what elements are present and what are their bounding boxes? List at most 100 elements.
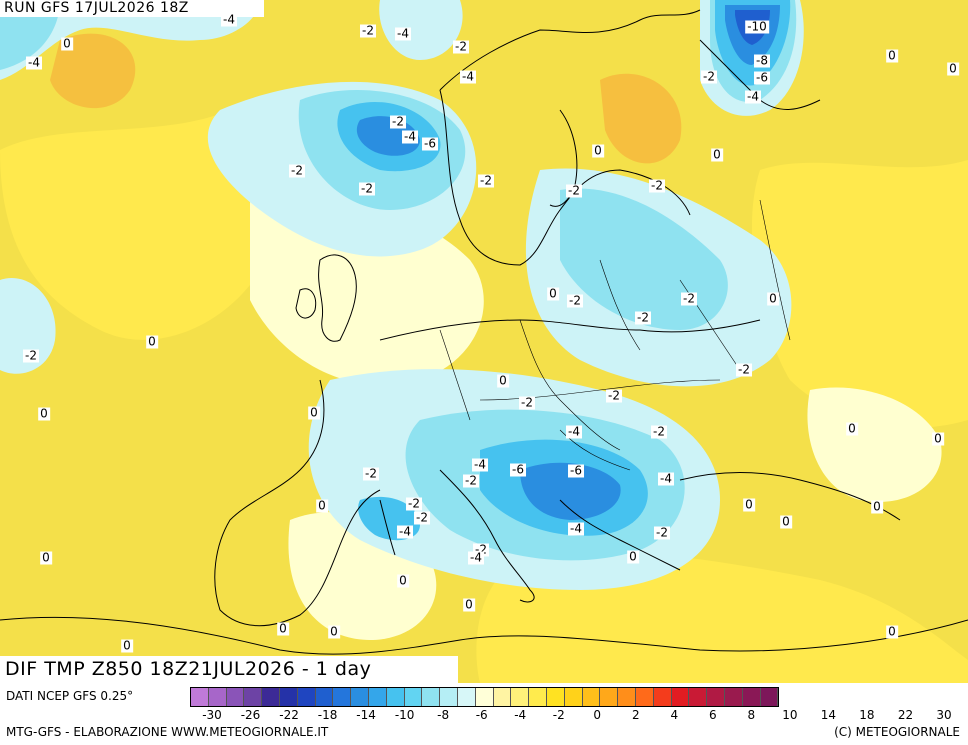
contour-label: -2 (414, 510, 430, 525)
border-1 (439, 329, 471, 421)
contour-label: -6 (568, 463, 584, 478)
contour-label: 0 (316, 498, 328, 513)
legend-swatch (191, 688, 209, 706)
coast-scandinavia-north (439, 9, 701, 91)
contour-label: -4 (745, 89, 761, 104)
legend-swatch (653, 688, 672, 706)
legend-swatch (742, 688, 761, 706)
credit-right: (C) METEOGIORNALE (834, 725, 960, 739)
contour-label: -6 (422, 136, 438, 151)
contour-label: -8 (754, 53, 770, 68)
contour-label: -2 (463, 473, 479, 488)
legend-swatch (386, 688, 405, 706)
legend-swatch (493, 688, 512, 706)
contour-label: 0 (308, 405, 320, 420)
legend-tick-label: -26 (240, 708, 261, 722)
contour-label: -4 (460, 69, 476, 84)
contour-label: -4 (568, 521, 584, 536)
legend-swatch (689, 688, 708, 706)
contour-label: -2 (635, 310, 651, 325)
legend-tick-label: -22 (279, 708, 299, 722)
legend-tick-label: -14 (356, 708, 376, 722)
contour-label: -4 (566, 424, 582, 439)
map-canvas (0, 0, 968, 683)
contour-label: 0 (932, 431, 944, 446)
border-4 (679, 279, 741, 371)
contour-label: -4 (221, 12, 237, 27)
contour-label: 0 (463, 597, 475, 612)
contour-label: 0 (146, 334, 158, 349)
contour-label: -2 (519, 395, 535, 410)
coast-italy (439, 469, 535, 603)
contour-label: 0 (547, 286, 559, 301)
legend-swatch (368, 688, 387, 706)
credit-left: MTG-GFS - ELABORAZIONE WWW.METEOGIORNALE… (6, 725, 329, 739)
contour-label: -6 (510, 462, 526, 477)
color-scale (190, 687, 780, 707)
legend-panel: DATI NCEP GFS 0.25° -30 -26 -22 -18 -14 -10 -8… (0, 683, 968, 745)
border-3 (599, 259, 641, 351)
border-6 (559, 429, 631, 471)
contour-label: 0 (711, 147, 723, 162)
legend-swatch (724, 688, 743, 706)
cool-mid-northwest (0, 0, 60, 70)
legend-swatch (618, 688, 636, 706)
contour-label: -2 (359, 181, 375, 196)
legend-swatch (333, 688, 352, 706)
legend-swatch (422, 688, 441, 706)
legend-swatch (546, 688, 565, 706)
contour-label: -2 (23, 348, 39, 363)
legend-swatch (315, 688, 334, 706)
legend-swatch (582, 688, 601, 706)
border-7 (759, 199, 791, 341)
legend-tick-label: -30 (202, 708, 222, 722)
coast-black-sea (679, 472, 901, 521)
coast-britain (318, 254, 357, 342)
contour-label: -2 (360, 23, 376, 38)
warm-anomaly-1 (50, 33, 136, 109)
legend-tick-label: 2 (631, 708, 640, 722)
legend-swatch (511, 688, 530, 706)
legend-tick-label: 10 (782, 708, 798, 722)
legend-tick-label: -10 (394, 708, 415, 722)
cool-area-azores (0, 278, 56, 374)
contour-label: -2 (654, 525, 670, 540)
contour-label: -10 (745, 19, 769, 34)
legend-swatch (208, 688, 227, 706)
cool-area-northwest (0, 0, 260, 80)
legend-swatch (529, 688, 547, 706)
legend-tick-label: 6 (709, 708, 717, 722)
contour-label: -2 (566, 183, 582, 198)
legend-swatch (440, 688, 458, 706)
contour-label: 0 (328, 624, 340, 639)
contour-label: -6 (754, 70, 770, 85)
legend-tick-label: 22 (897, 708, 914, 722)
legend-swatch (351, 688, 369, 706)
legend-swatch (244, 688, 263, 706)
warm-anomaly-2 (600, 73, 682, 164)
coast-ireland (295, 288, 317, 319)
contour-label: 0 (871, 499, 883, 514)
legend-swatch (297, 688, 316, 706)
contour-label: -2 (390, 114, 406, 129)
legend-swatch (404, 688, 423, 706)
data-source: DATI NCEP GFS 0.25° (6, 689, 134, 703)
contour-label: 0 (592, 143, 604, 158)
contour-label: -2 (701, 69, 717, 84)
contour-label: -4 (472, 457, 488, 472)
coast-greece (559, 499, 681, 571)
contour-label: -2 (453, 39, 469, 54)
contour-label: 0 (627, 549, 639, 564)
contour-label: 0 (743, 497, 755, 512)
contour-label: -2 (406, 496, 422, 511)
legend-swatch (279, 688, 298, 706)
legend-tick-label: -18 (317, 708, 338, 722)
legend-tick-label: 4 (670, 708, 679, 722)
coast-iberia (214, 379, 381, 627)
contour-label: -2 (289, 163, 305, 178)
contour-label: 0 (947, 61, 959, 76)
legend-swatch (707, 688, 725, 706)
legend-swatch (457, 688, 476, 706)
legend-tick-label: 0 (593, 708, 602, 722)
contour-label: -2 (363, 466, 379, 481)
